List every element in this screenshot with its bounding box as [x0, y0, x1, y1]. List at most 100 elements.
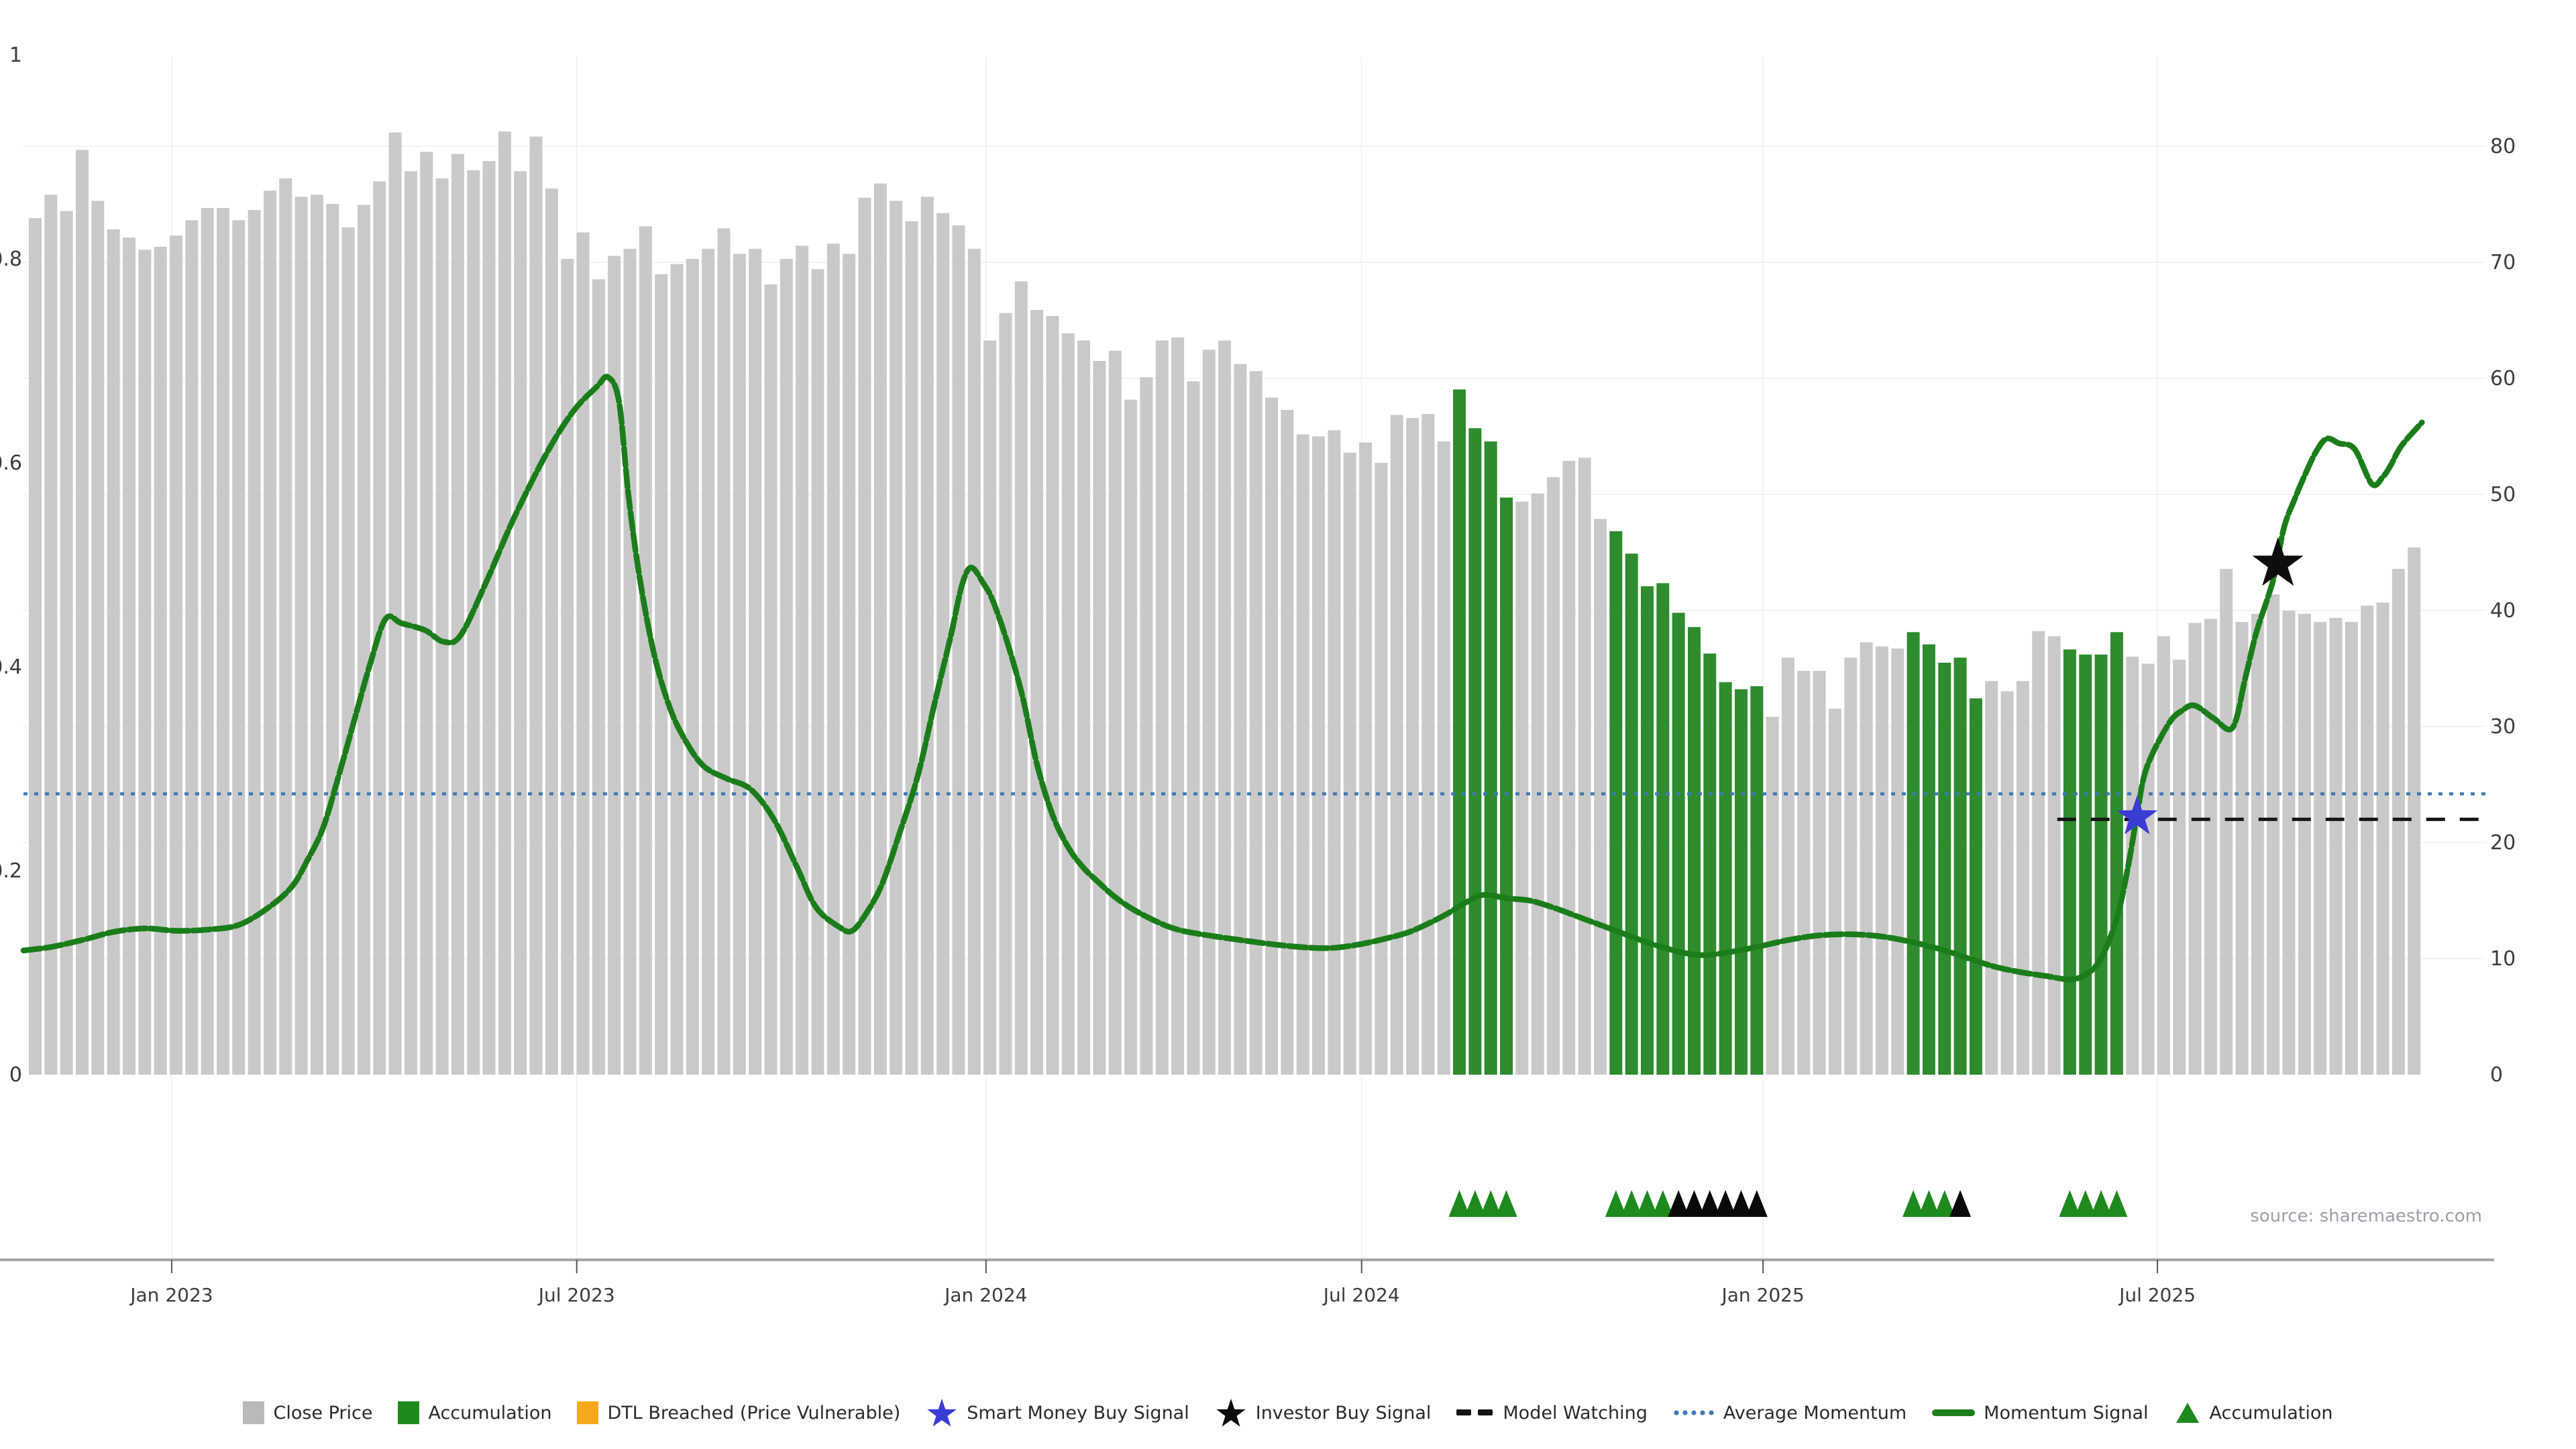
accumulation-triangle-marker: [2090, 1190, 2112, 1217]
close-price-bar: [310, 195, 323, 1075]
accumulation-triangle-marker: [2059, 1190, 2081, 1217]
close-price-bar: [279, 178, 292, 1075]
close-price-bar: [75, 150, 89, 1075]
close-price-bar: [1312, 436, 1326, 1075]
legend-item-dtl-breached-price-vulnerable[interactable]: DTL Breached (Price Vulnerable): [577, 1401, 900, 1424]
close-price-bar: [2204, 619, 2217, 1075]
close-price-bar: [2345, 622, 2358, 1075]
right-axis-tick-label: 30: [2490, 715, 2516, 739]
legend-item-investor-buy-signal[interactable]: Investor Buy Signal: [1215, 1397, 1431, 1429]
close-price-bar: [2235, 622, 2249, 1075]
close-price-bar: [1468, 428, 1482, 1075]
close-price-bar: [1234, 364, 1247, 1075]
close-price-bar: [1265, 397, 1279, 1075]
close-price-bar: [263, 191, 276, 1075]
close-price-bar: [1140, 377, 1153, 1075]
close-price-bar: [514, 171, 527, 1075]
momentum-signal-line: [20, 374, 2425, 983]
close-price-bar: [1750, 686, 1764, 1075]
close-price-bar: [1813, 671, 1826, 1075]
left-axis-tick-label: 0: [9, 1063, 22, 1087]
left-axis-tick-label: 0.2: [0, 859, 22, 883]
close-price-bar: [545, 189, 558, 1075]
close-price-bar: [2392, 569, 2405, 1075]
legend-swatch-square: [398, 1401, 420, 1424]
close-price-bar: [1844, 657, 1858, 1075]
x-axis-tick-label: Jan 2024: [943, 1284, 1027, 1306]
accumulation-triangle-marker: [1746, 1190, 1768, 1217]
accumulation-triangle-marker: [1448, 1190, 1470, 1217]
close-price-bar: [843, 254, 856, 1075]
legend-item-close-price[interactable]: Close Price: [243, 1401, 372, 1424]
close-price-bar: [796, 246, 809, 1075]
close-price-bar: [1014, 281, 1028, 1075]
close-price-bar: [1030, 310, 1044, 1075]
close-price-bar: [2173, 659, 2186, 1075]
close-price-bar: [154, 246, 167, 1075]
close-price-bar: [1406, 418, 1419, 1075]
accumulation-triangle-marker: [2106, 1190, 2128, 1217]
smart-money-buy-signal-star: [2116, 795, 2158, 835]
legend-item-accumulation[interactable]: Accumulation: [2174, 1401, 2333, 1425]
close-price-bar: [1719, 682, 1732, 1075]
legend-item-smart-money-buy-signal[interactable]: Smart Money Buy Signal: [926, 1397, 1189, 1429]
close-price-bar: [2094, 654, 2108, 1075]
close-price-bar: [608, 256, 621, 1075]
close-price-bar: [1202, 350, 1216, 1075]
accumulation-triangle-marker: [1480, 1190, 1502, 1217]
close-price-bar: [1155, 340, 1169, 1075]
x-axis-tick-label: Jan 2025: [1720, 1284, 1804, 1306]
close-price-bar: [482, 161, 496, 1075]
close-price-bar: [2063, 649, 2076, 1075]
close-price-bar: [2047, 636, 2061, 1075]
close-price-bar: [232, 220, 246, 1075]
accumulation-triangle-marker: [1621, 1190, 1643, 1217]
close-price-bar: [388, 132, 402, 1075]
close-price-bar: [811, 269, 824, 1075]
close-price-bar: [1703, 653, 1717, 1075]
close-price-bar: [2157, 636, 2170, 1075]
close-price-bar: [670, 264, 684, 1075]
close-price-bar: [749, 248, 762, 1075]
close-price-bar: [1860, 642, 1873, 1075]
close-price-bar: [936, 213, 950, 1075]
close-price-bar: [216, 208, 229, 1075]
close-price-bar: [780, 259, 793, 1075]
close-price-bar: [952, 225, 965, 1075]
close-price-bar: [639, 226, 652, 1075]
close-price-bar: [420, 152, 433, 1075]
left-axis-tick-label: 0.4: [0, 655, 22, 679]
close-price-bar: [1343, 452, 1356, 1075]
right-axis-tick-label: 60: [2490, 367, 2516, 390]
close-price-bar: [1046, 316, 1059, 1075]
close-price-bar: [2376, 602, 2390, 1075]
close-price-bar: [294, 197, 308, 1075]
legend-item-average-momentum[interactable]: Average Momentum: [1673, 1403, 1907, 1424]
close-price-bar: [1562, 460, 1576, 1075]
accumulation-triangle-marker: [1933, 1190, 1955, 1217]
legend-label: Accumulation: [2209, 1402, 2333, 1424]
x-axis-tick-label: Jul 2024: [1322, 1284, 1400, 1306]
close-price-bar: [122, 237, 136, 1075]
close-price-bar: [185, 220, 199, 1075]
close-price-bar: [357, 205, 370, 1075]
close-price-bar: [858, 197, 871, 1075]
close-price-bar: [1218, 340, 1232, 1075]
close-price-bar: [248, 210, 261, 1075]
legend-item-momentum-signal[interactable]: Momentum Signal: [1932, 1403, 2149, 1424]
close-price-bar: [2220, 569, 2233, 1075]
close-price-bar: [138, 250, 152, 1075]
close-price-bar: [44, 195, 58, 1075]
close-price-bar: [1437, 441, 1450, 1075]
legend-label: Close Price: [273, 1402, 373, 1424]
close-price-bar: [60, 211, 73, 1075]
accumulation-triangle-marker: [1464, 1190, 1486, 1217]
close-price-bar: [1891, 648, 1904, 1075]
legend-label: DTL Breached (Price Vulnerable): [607, 1402, 901, 1424]
left-axis-tick-label: 1: [9, 44, 22, 67]
legend-item-model-watching[interactable]: Model Watching: [1456, 1403, 1648, 1424]
close-price-bar: [1093, 361, 1106, 1075]
close-price-bar: [1375, 463, 1388, 1075]
close-price-bar: [1249, 371, 1263, 1075]
legend-item-accumulation[interactable]: Accumulation: [398, 1401, 551, 1424]
